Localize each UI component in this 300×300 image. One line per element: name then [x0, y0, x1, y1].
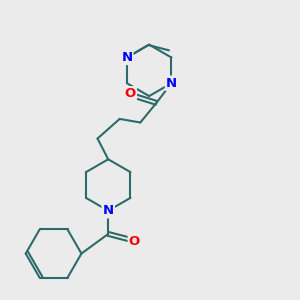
Text: N: N: [103, 204, 114, 217]
Text: O: O: [125, 87, 136, 100]
Text: N: N: [103, 204, 114, 217]
Text: N: N: [121, 51, 133, 64]
Text: N: N: [166, 77, 177, 90]
Text: N: N: [166, 77, 177, 90]
Text: O: O: [129, 235, 140, 248]
